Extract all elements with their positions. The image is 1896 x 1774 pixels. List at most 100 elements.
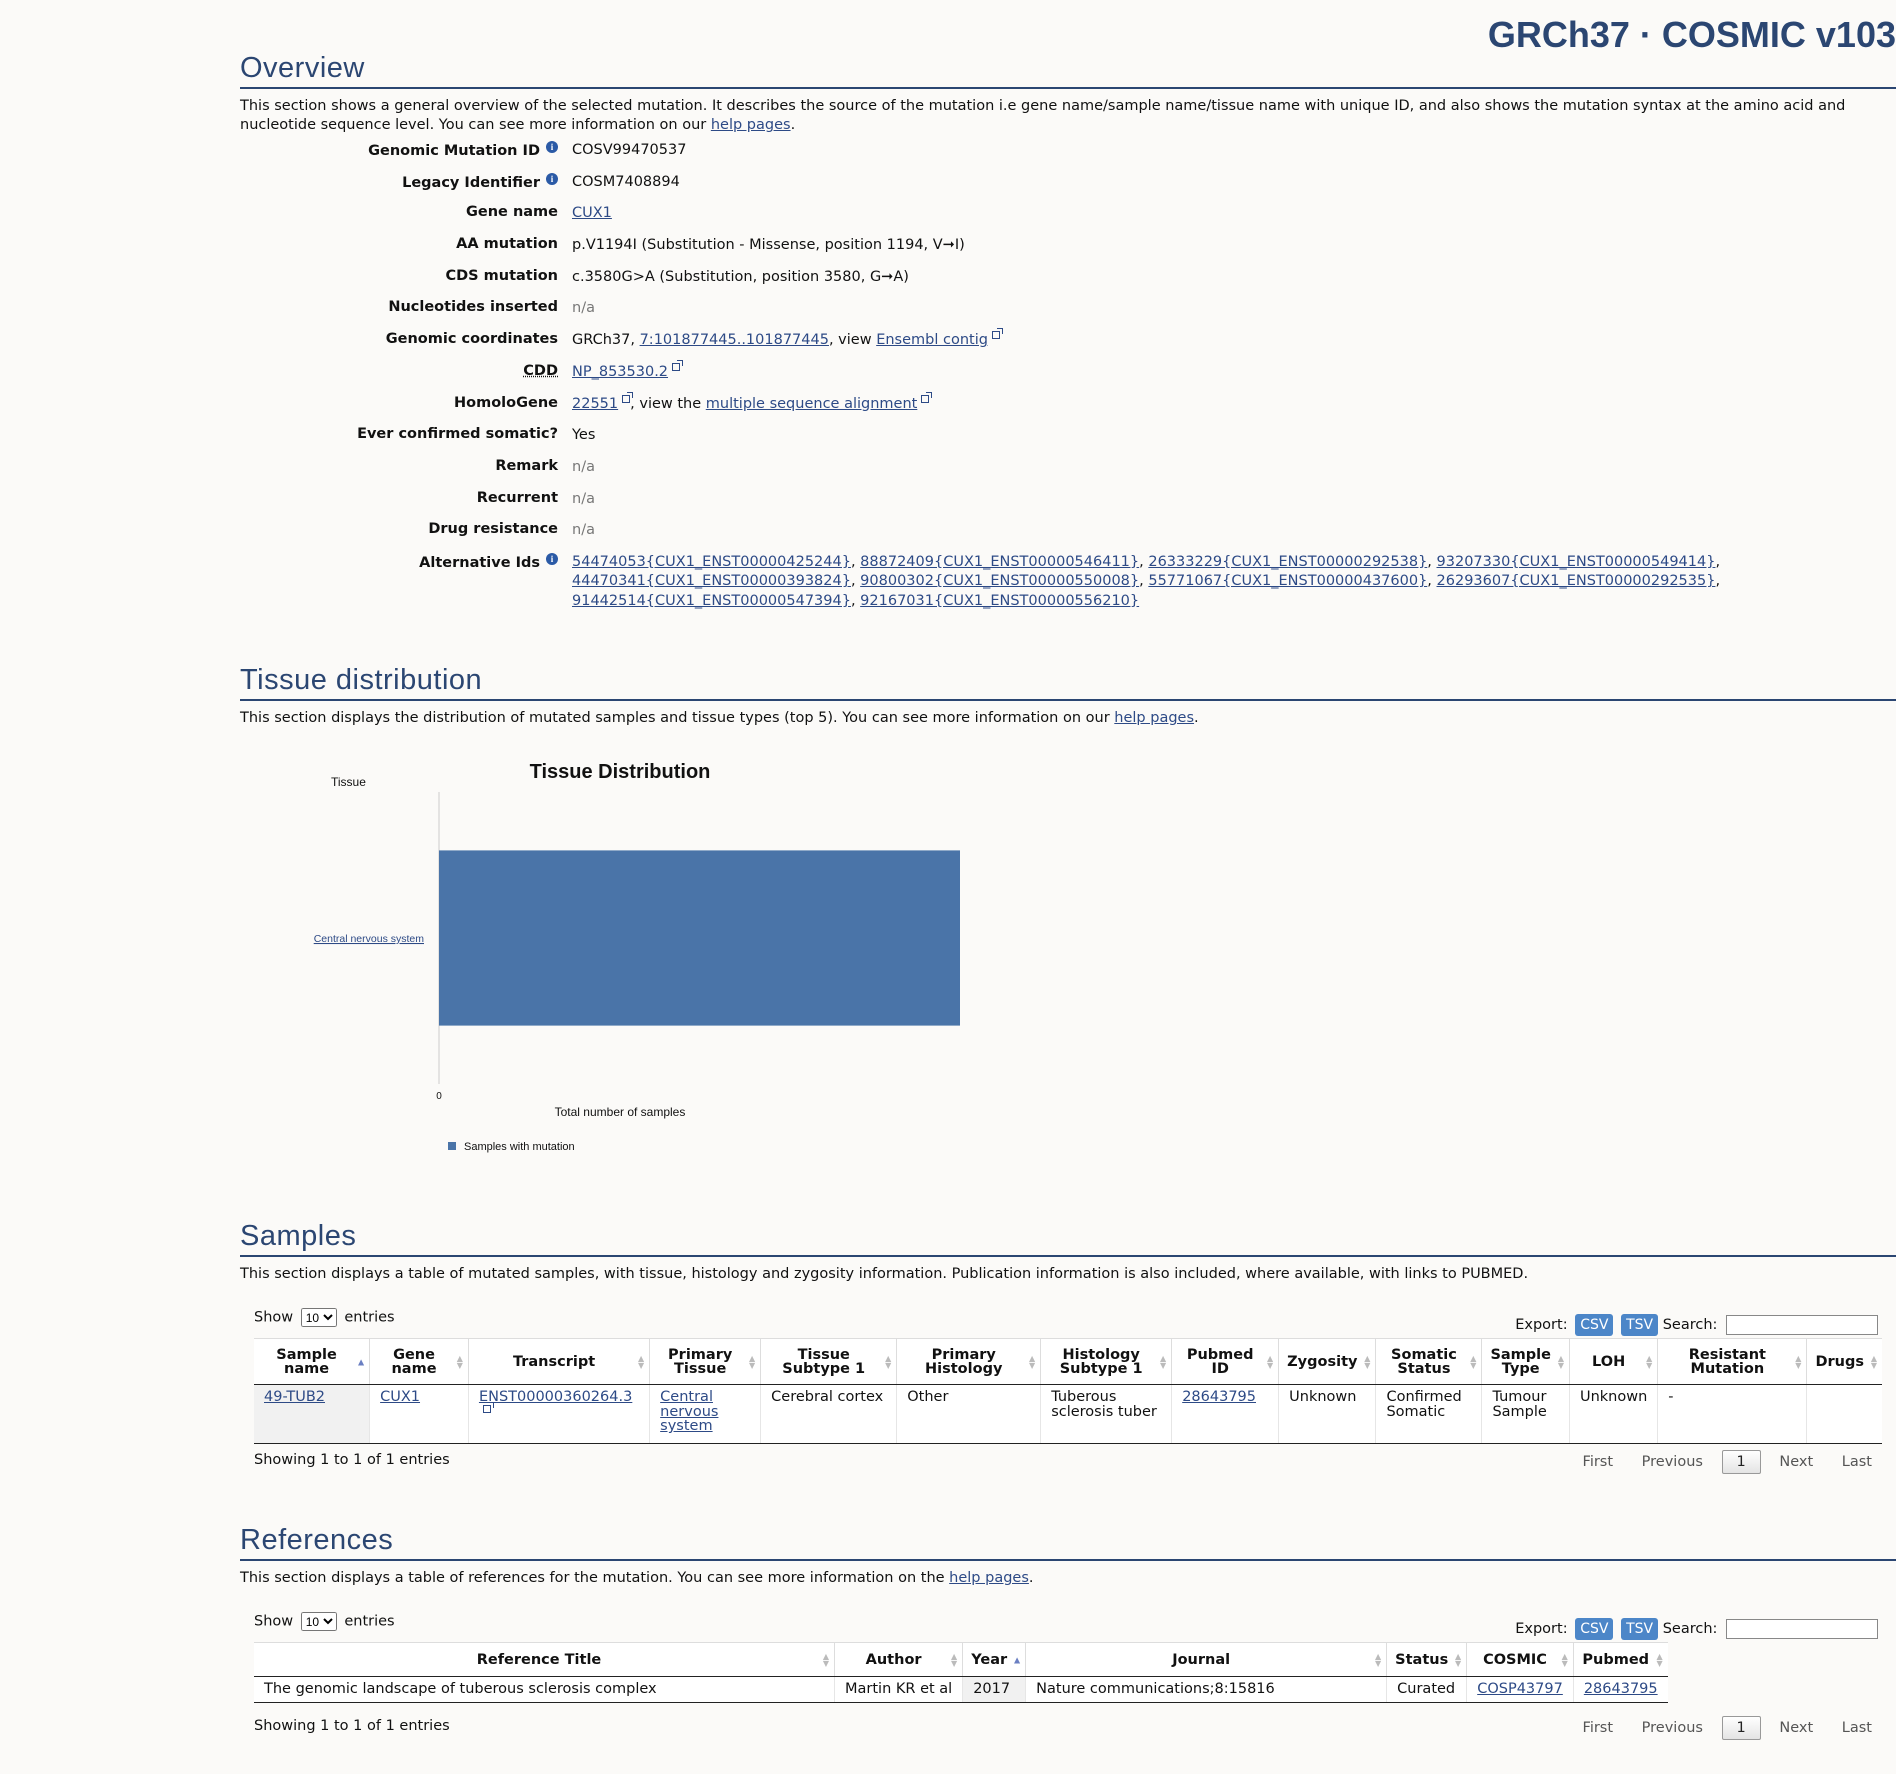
field-aa-mutation: AA mutation p.V1194I (Substitution - Mis… bbox=[456, 236, 965, 254]
table-header-row: Reference Title ▲ ▼ Author ▲ ▼ Year ▲ Journal ▲ ▼ S… bbox=[254, 1642, 1668, 1677]
gene-name-link[interactable]: CUX1 bbox=[572, 205, 612, 222]
field-remark: Remark n/a bbox=[495, 457, 595, 475]
page-length-select[interactable]: 10 bbox=[300, 1308, 337, 1327]
column-header-tissue-subtype-1[interactable]: Tissue Subtype 1 ▲ ▼ bbox=[760, 1338, 897, 1385]
column-header-histology-subtype-1[interactable]: Histology Subtype 1 ▲ ▼ bbox=[1040, 1338, 1172, 1385]
column-header-pubmed[interactable]: Pubmed ▲ ▼ bbox=[1572, 1642, 1668, 1677]
field-alternative-ids: Alternative Ids i 54474053{CUX1_ENST00000… bbox=[240, 552, 1896, 612]
first-page-button[interactable]: First bbox=[1582, 1720, 1614, 1736]
current-page-button[interactable]: 1 bbox=[1721, 1716, 1761, 1740]
last-page-button[interactable]: Last bbox=[1841, 1454, 1872, 1470]
references-section: References This section displays a table… bbox=[240, 1524, 1896, 1740]
column-header-pubmed-id[interactable]: Pubmed ID ▲ ▼ bbox=[1171, 1338, 1279, 1385]
sort-icon: ▲ ▼ bbox=[749, 1353, 756, 1370]
sort-icon: ▲ ▼ bbox=[638, 1353, 645, 1370]
column-header-sample-name[interactable]: Sample name ▲ bbox=[254, 1338, 370, 1385]
alternative-id-link[interactable]: 26333229{CUX1_ENST00000292538} bbox=[1148, 553, 1428, 570]
pubmed-link[interactable]: 28643795 bbox=[1182, 1389, 1256, 1405]
sort-icon: ▲ ▼ bbox=[951, 1651, 958, 1668]
export-csv-button[interactable]: CSV bbox=[1575, 1314, 1614, 1336]
column-header-journal[interactable]: Journal ▲ ▼ bbox=[1025, 1642, 1387, 1677]
info-icon[interactable]: i bbox=[546, 141, 558, 153]
references-search-input[interactable] bbox=[1726, 1619, 1878, 1639]
sort-icon: ▲ ▼ bbox=[1267, 1353, 1274, 1370]
cosmic-ref-link[interactable]: COSP43797 bbox=[1477, 1681, 1563, 1697]
legend-swatch bbox=[448, 1142, 456, 1150]
column-header-sample-type[interactable]: Sample Type ▲ ▼ bbox=[1481, 1338, 1570, 1385]
last-page-button[interactable]: Last bbox=[1841, 1720, 1872, 1736]
export-tsv-button[interactable]: TSV bbox=[1621, 1618, 1659, 1640]
page-length: Show 10 entries bbox=[254, 1612, 395, 1631]
msa-link[interactable]: multiple sequence alignment bbox=[705, 395, 918, 412]
external-link-icon bbox=[921, 391, 933, 403]
field-genomic-mutation-id: Genomic Mutation ID i COSV99470537 bbox=[368, 141, 687, 159]
homologene-link[interactable]: 22551 bbox=[572, 395, 619, 412]
current-page-button[interactable]: 1 bbox=[1721, 1450, 1761, 1474]
sample-name-link[interactable]: 49-TUB2 bbox=[264, 1389, 325, 1405]
page-length-select[interactable]: 10 bbox=[300, 1612, 337, 1631]
external-link-icon bbox=[622, 391, 634, 403]
column-header-year[interactable]: Year ▲ bbox=[962, 1642, 1026, 1677]
column-header-status[interactable]: Status ▲ ▼ bbox=[1386, 1642, 1467, 1677]
alternative-id-link[interactable]: 88872409{CUX1_ENST00000546411} bbox=[860, 553, 1140, 570]
alternative-id-link[interactable]: 54474053{CUX1_ENST00000425244} bbox=[572, 553, 851, 570]
sort-icon: ▲ ▼ bbox=[822, 1651, 829, 1668]
previous-page-button[interactable]: Previous bbox=[1641, 1720, 1703, 1736]
column-header-zygosity[interactable]: Zygosity ▲ ▼ bbox=[1278, 1338, 1376, 1385]
category-label-link[interactable]: Central nervous system bbox=[314, 933, 425, 945]
table-info: Showing 1 to 1 of 1 entries bbox=[254, 1452, 450, 1468]
column-header-reference-title[interactable]: Reference Title ▲ ▼ bbox=[254, 1642, 835, 1677]
help-pages-link[interactable]: help pages bbox=[949, 1570, 1029, 1586]
export-tsv-button[interactable]: TSV bbox=[1621, 1314, 1659, 1336]
overview-section: Overview This section shows a general ov… bbox=[240, 52, 1896, 611]
column-header-primary-tissue[interactable]: Primary Tissue ▲ ▼ bbox=[649, 1338, 761, 1385]
column-header-primary-histology[interactable]: Primary Histology ▲ ▼ bbox=[896, 1338, 1041, 1385]
references-controls: Show 10 entries Export: CSV TSV Search: bbox=[240, 1612, 1896, 1642]
column-header-loh[interactable]: LOH ▲ ▼ bbox=[1568, 1338, 1658, 1385]
help-pages-link[interactable]: help pages bbox=[1114, 710, 1195, 726]
previous-page-button[interactable]: Previous bbox=[1641, 1454, 1703, 1470]
ensembl-contig-link[interactable]: Ensembl contig bbox=[876, 332, 988, 349]
column-header-drugs[interactable]: Drugs ▲ ▼ bbox=[1806, 1338, 1882, 1385]
column-header-resistant-mutation[interactable]: Resistant Mutation ▲ ▼ bbox=[1657, 1338, 1807, 1385]
alternative-id-link[interactable]: 26293607{CUX1_ENST00000292535} bbox=[1436, 573, 1716, 590]
column-header-author[interactable]: Author ▲ ▼ bbox=[833, 1642, 963, 1677]
alternative-id-link[interactable]: 93207330{CUX1_ENST00000549414} bbox=[1436, 553, 1716, 570]
info-icon[interactable]: i bbox=[546, 552, 558, 565]
references-heading: References bbox=[240, 1524, 1896, 1561]
coordinates-link[interactable]: 7:101877445..101877445 bbox=[639, 332, 829, 349]
column-header-gene-name[interactable]: Gene name ▲ ▼ bbox=[369, 1338, 469, 1385]
y-axis-label: Tissue bbox=[331, 775, 366, 789]
first-page-button[interactable]: First bbox=[1582, 1454, 1614, 1470]
alternative-id-link[interactable]: 90800302{CUX1_ENST00000550008} bbox=[860, 573, 1140, 590]
overview-heading: Overview bbox=[240, 52, 1896, 89]
cdd-link[interactable]: NP_853530.2 bbox=[572, 363, 669, 380]
info-icon[interactable]: i bbox=[546, 172, 558, 185]
alternative-id-link[interactable]: 91442514{CUX1_ENST00000547394} bbox=[572, 592, 851, 609]
alternative-id-link[interactable]: 55771067{CUX1_ENST00000437600} bbox=[1148, 573, 1428, 590]
external-link-icon bbox=[482, 1401, 494, 1413]
column-header-somatic-status[interactable]: Somatic Status ▲ ▼ bbox=[1375, 1338, 1482, 1385]
gene-name-link[interactable]: CUX1 bbox=[380, 1389, 421, 1405]
transcript-link[interactable]: ENST00000360264.3 bbox=[478, 1389, 633, 1405]
tissue-heading: Tissue distribution bbox=[240, 664, 1896, 701]
sort-icon: ▲ ▼ bbox=[1455, 1651, 1462, 1668]
column-header-cosmic[interactable]: COSMIC ▲ ▼ bbox=[1466, 1642, 1574, 1677]
overview-intro: This section shows a general overview of… bbox=[240, 98, 1846, 133]
sort-icon: ▲ ▼ bbox=[1375, 1651, 1382, 1668]
pagination: First Previous 1 Next Last bbox=[1569, 1450, 1882, 1474]
field-ever-confirmed: Ever confirmed somatic? Yes bbox=[357, 426, 596, 444]
alternative-id-link[interactable]: 44470341{CUX1_ENST00000393824} bbox=[572, 573, 851, 590]
export-csv-button[interactable]: CSV bbox=[1575, 1618, 1614, 1640]
samples-search-input[interactable] bbox=[1726, 1315, 1878, 1335]
column-header-transcript[interactable]: Transcript ▲ ▼ bbox=[467, 1338, 650, 1385]
export-controls: Export: CSV TSV Search: bbox=[1515, 1618, 1878, 1640]
tissue-chart: Tissue Distribution Tissue Central nervous… bbox=[240, 728, 1896, 1188]
next-page-button[interactable]: Next bbox=[1779, 1454, 1814, 1470]
help-pages-link[interactable]: help pages bbox=[710, 117, 791, 133]
pubmed-link[interactable]: 28643795 bbox=[1583, 1681, 1658, 1697]
next-page-button[interactable]: Next bbox=[1779, 1720, 1814, 1736]
chart-title: Tissue Distribution bbox=[530, 761, 711, 783]
primary-tissue-link[interactable]: Central nervous system bbox=[660, 1389, 719, 1434]
alternative-id-link[interactable]: 92167031{CUX1_ENST00000556210} bbox=[860, 592, 1140, 609]
